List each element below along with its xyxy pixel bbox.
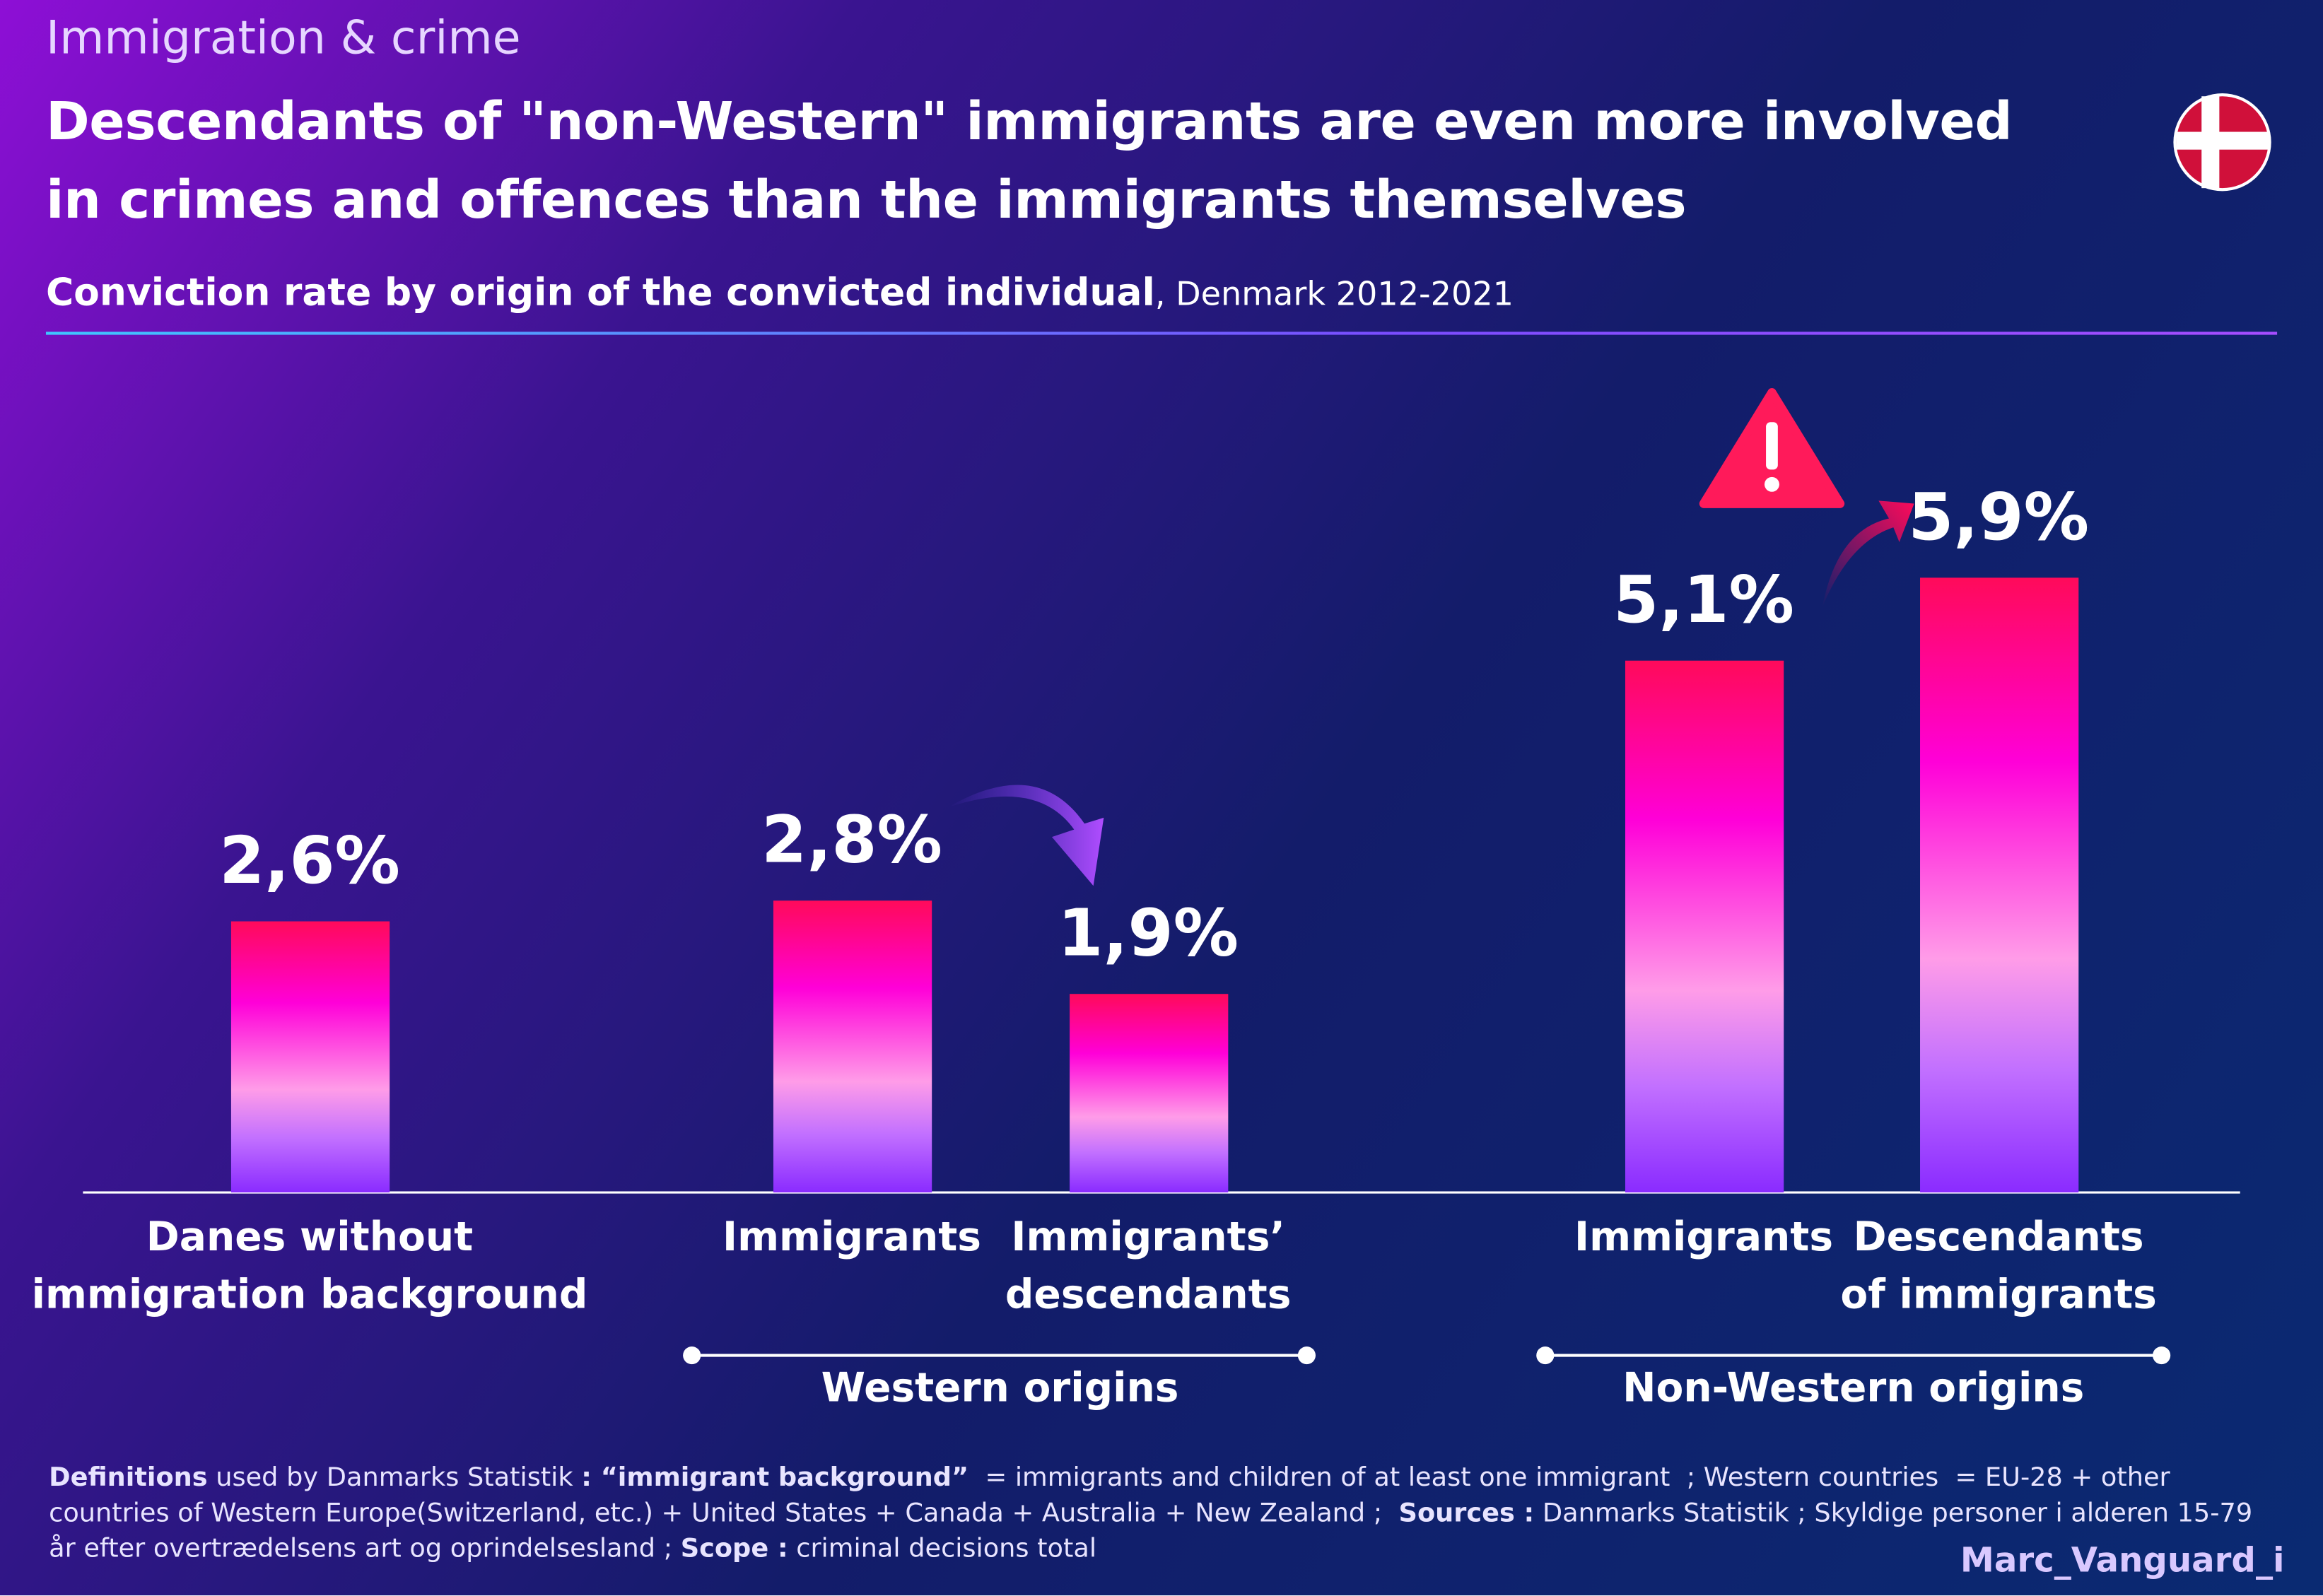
- footnote-part: Scope :: [680, 1535, 788, 1565]
- footnote-part: criminal decisions total: [788, 1535, 1097, 1565]
- value-label: 1,9%: [1058, 896, 1239, 973]
- subtitle-detail: , Denmark 2012-2021: [1154, 276, 1514, 315]
- bracket-end: [1297, 1346, 1316, 1365]
- author: Marc_Vanguard_i: [1960, 1542, 2285, 1581]
- arrow-up: [1822, 500, 1914, 608]
- footnote-part: used by Danmarks Statistik: [207, 1463, 582, 1494]
- bar: [1919, 577, 2078, 1193]
- arrow-down: [948, 785, 1104, 886]
- group-label: Non-Western origins: [1622, 1366, 2085, 1412]
- footnote-part: : “immigrant background”: [581, 1463, 969, 1494]
- value-label: 2,6%: [219, 823, 400, 899]
- group-label: Western origins: [821, 1366, 1179, 1412]
- value-label: 5,1%: [1613, 563, 1794, 639]
- category-label: Immigrants: [1574, 1214, 1834, 1261]
- subtitle-main: Conviction rate by origin of the convict…: [45, 271, 1155, 316]
- subtitle: Conviction rate by origin of the convict…: [46, 271, 1514, 316]
- flag-cross-h: [2176, 131, 2269, 150]
- flag-cross-v: [2201, 96, 2220, 189]
- bar: [230, 921, 390, 1193]
- chart-title: Descendants of "non-Western" immigrants …: [45, 91, 2013, 231]
- value-label: 2,8%: [761, 802, 942, 879]
- divider: [45, 331, 2278, 334]
- footnote-part: Sources :: [1398, 1498, 1535, 1529]
- footnote-part: Definitions: [49, 1463, 208, 1494]
- bracket-end: [2153, 1346, 2171, 1365]
- footnote: Definitions used by Danmarks Statistik :…: [49, 1460, 2286, 1567]
- kicker: Immigration & crime: [45, 11, 521, 66]
- category-label: Descendants of immigrants: [1840, 1214, 2157, 1319]
- bracket-end: [683, 1346, 701, 1365]
- footnote-part: Danmarks Statistik ; Skyldige personer i…: [49, 1498, 2261, 1565]
- footnote-part: = immigrants and children of at least on…: [49, 1463, 2179, 1529]
- warning-bar: [1766, 422, 1778, 470]
- value-label: 5,9%: [1908, 479, 2089, 556]
- bar: [1624, 660, 1784, 1193]
- bar: [772, 900, 932, 1193]
- category-label: Immigrants: [722, 1214, 982, 1261]
- category-label: Danes without immigration background: [31, 1214, 588, 1319]
- warning-dot: [1764, 476, 1779, 492]
- bracket-end: [1536, 1346, 1555, 1365]
- category-label: Immigrants’ descendants: [1005, 1214, 1292, 1319]
- bar: [1069, 994, 1228, 1193]
